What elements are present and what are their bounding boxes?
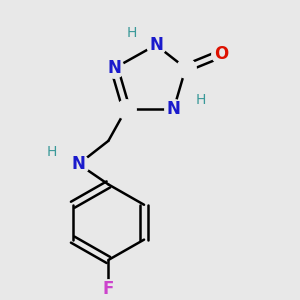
Text: H: H — [195, 93, 206, 107]
Text: H: H — [127, 26, 137, 40]
Text: F: F — [103, 280, 114, 298]
Text: N: N — [72, 155, 86, 173]
Text: O: O — [214, 45, 229, 63]
Text: N: N — [149, 36, 163, 54]
Text: N: N — [107, 59, 121, 77]
Text: H: H — [47, 146, 57, 160]
Text: N: N — [167, 100, 181, 118]
